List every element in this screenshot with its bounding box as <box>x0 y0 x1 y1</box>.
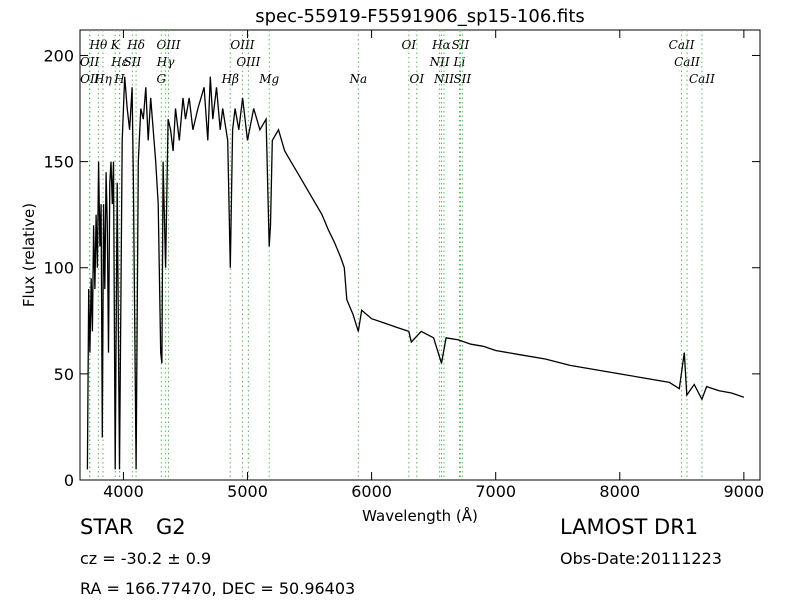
chart-title: spec-55919-F5591906_sp15-106.fits <box>255 6 585 27</box>
coordinates: RA = 166.77470, DEC = 50.96403 <box>80 579 355 598</box>
spectral-line-label: Hδ <box>126 38 145 52</box>
x-tick-label: 5000 <box>227 482 268 501</box>
x-axis-label: Wavelength (Å) <box>362 506 478 525</box>
y-tick-label: 200 <box>43 46 74 65</box>
y-tick-label: 0 <box>64 471 74 490</box>
spectral-line-label: OI <box>402 38 417 52</box>
spectral-line-label: Hβ <box>221 72 239 86</box>
spectral-line-label: OIII <box>156 38 180 52</box>
x-tick-label: 9000 <box>724 482 765 501</box>
spectral-line-label: SII <box>453 72 471 86</box>
x-tick-label: 8000 <box>599 482 640 501</box>
spectral-line-label: Hγ <box>156 55 175 69</box>
spectral-line-label: OII <box>80 72 100 86</box>
spectral-line-label: CaII <box>674 55 700 69</box>
spectral-line-label: Hθ <box>89 38 108 52</box>
obs-date: Obs-Date:20111223 <box>560 549 722 568</box>
spectral-line-label: K <box>110 38 121 52</box>
spectral-line-label: SII <box>452 38 470 52</box>
y-tick-label: 150 <box>43 153 74 172</box>
spectral-line-label: Hη <box>93 72 112 86</box>
y-tick-label: 50 <box>54 365 74 384</box>
spectral-line-label: H <box>113 72 125 86</box>
spectral-line-label: Hα <box>431 38 451 52</box>
spectral-line-label: SII <box>124 55 142 69</box>
redshift: cz = -30.2 ± 0.9 <box>80 549 211 568</box>
spectral-line-label: NII <box>433 72 454 86</box>
spectral-line-label: Na <box>349 72 368 86</box>
y-axis-label: Flux (relative) <box>20 203 38 307</box>
x-tick-label: 7000 <box>475 482 516 501</box>
y-tick-label: 100 <box>43 259 74 278</box>
object-subclass: G2 <box>156 515 186 539</box>
spectral-line-label: Li <box>453 55 466 69</box>
spectral-line-label: Mg <box>258 72 279 86</box>
spectral-line-label: OIII <box>230 38 254 52</box>
spectral-line-label: CaII <box>689 72 715 86</box>
spectral-line-label: CaII <box>669 38 695 52</box>
spectral-line-label: NII <box>429 55 450 69</box>
object-class: STAR <box>80 515 133 539</box>
x-tick-label: 6000 <box>351 482 392 501</box>
plot-frame <box>79 29 761 481</box>
spectral-line-label: OIII <box>236 55 260 69</box>
spectral-line-label: OI <box>409 72 424 86</box>
spectral-line-label: G <box>156 72 166 86</box>
survey: LAMOST DR1 <box>560 515 698 539</box>
spectrum <box>86 76 745 470</box>
x-tick-label: 4000 <box>103 482 144 501</box>
